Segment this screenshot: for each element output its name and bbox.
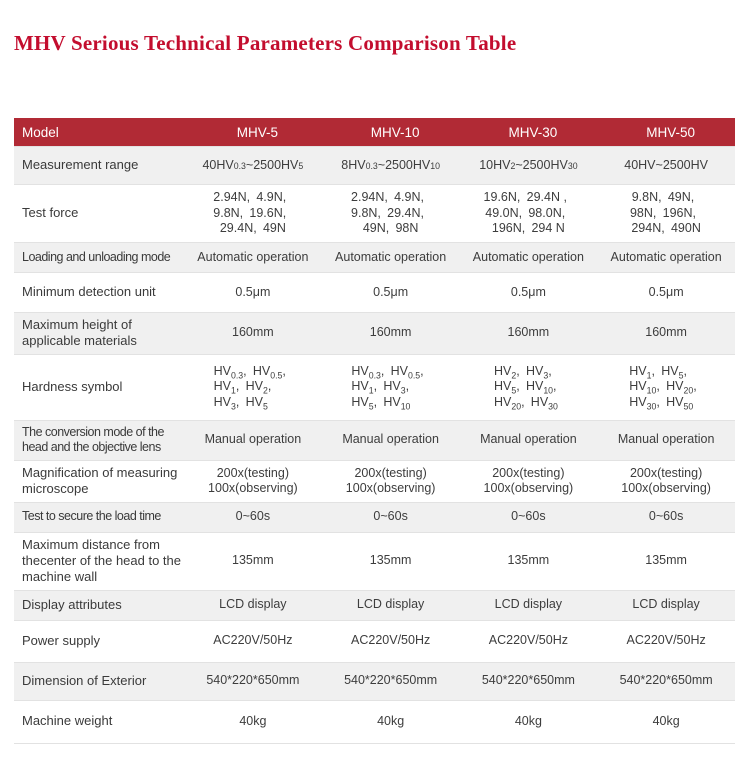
table-row: Dimension of Exterior 540*220*650mm 540*22… bbox=[14, 661, 735, 700]
row-label: Display attributes bbox=[14, 589, 184, 620]
cell-value: LCD display bbox=[321, 589, 460, 620]
cell-value: 8HV 0.3 ~2500HV 10 bbox=[321, 146, 460, 184]
row-label: Test to secure the load time bbox=[14, 501, 184, 532]
cell-value: AC220V/50Hz bbox=[597, 619, 735, 662]
row-label: Dimension of Exterior bbox=[14, 661, 184, 700]
cell-value: 135mm bbox=[597, 531, 735, 590]
header-mhv-30: MHV-30 bbox=[508, 124, 558, 140]
row-label: Maximum height of applicable materials bbox=[14, 312, 184, 354]
cell-value: Manual operation bbox=[459, 419, 598, 460]
cell-value: Automatic operation bbox=[459, 242, 598, 272]
cell-value: 160mm bbox=[597, 312, 735, 354]
cell-value: 540*220*650mm bbox=[184, 661, 322, 700]
table-row: Hardness symbol HV0.3, HV0.5, HV1, HV2, H… bbox=[14, 353, 735, 420]
table-row: Test to secure the load time 0~60s 0~60s 0~… bbox=[14, 501, 735, 532]
row-label: Loading and unloading mode bbox=[14, 242, 184, 272]
cell-value: 40kg bbox=[459, 699, 598, 744]
cell-value: 200x(testing) 100x(observing) bbox=[597, 459, 735, 502]
cell-value: Manual operation bbox=[597, 419, 735, 460]
cell-value: HV2, HV3, HV5, HV10, HV20, HV30 bbox=[459, 353, 598, 420]
cell-value: Manual operation bbox=[321, 419, 460, 460]
cell-value: HV0.3, HV0.5, HV1, HV2, HV3, HV5 bbox=[184, 353, 322, 420]
row-label: Hardness symbol bbox=[14, 353, 184, 420]
cell-value: HV0.3, HV0.5, HV1, HV3, HV5, HV10 bbox=[321, 353, 460, 420]
table-row: Magnification of measuring microscope 200… bbox=[14, 459, 735, 502]
cell-value: AC220V/50Hz bbox=[184, 619, 322, 662]
cell-value: 135mm bbox=[321, 531, 460, 590]
cell-value: 40kg bbox=[184, 699, 322, 744]
cell-value: AC220V/50Hz bbox=[459, 619, 598, 662]
cell-value: 40HV~2500HV bbox=[597, 146, 735, 184]
table-row: Maximum distance from thecenter of the h… bbox=[14, 531, 735, 590]
cell-value: Automatic operation bbox=[597, 242, 735, 272]
cell-value: 160mm bbox=[184, 312, 322, 354]
cell-value: 19.6N, 29.4N , 49.0N, 98.0N, 196N, 294 N bbox=[459, 184, 598, 242]
header-model: Model bbox=[22, 124, 59, 140]
cell-value: 200x(testing) 100x(observing) bbox=[321, 459, 460, 502]
cell-value: 160mm bbox=[321, 312, 460, 354]
table-row: Loading and unloading mode Automatic oper… bbox=[14, 242, 735, 272]
cell-value: HV1, HV5, HV10, HV20, HV30, HV50 bbox=[597, 353, 735, 420]
table-row: Display attributes LCD display LCD display… bbox=[14, 589, 735, 620]
cell-value: LCD display bbox=[459, 589, 598, 620]
cell-value: 135mm bbox=[459, 531, 598, 590]
cell-value: 200x(testing) 100x(observing) bbox=[459, 459, 598, 502]
cell-value: 9.8N, 49N, 98N, 196N, 294N, 490N bbox=[597, 184, 735, 242]
table-row: Test force 2.94N, 4.9N, 9.8N, 19.6N, 29.4… bbox=[14, 184, 735, 242]
cell-value: AC220V/50Hz bbox=[321, 619, 460, 662]
table-body: Measurement range 40HV 0.3 ~2500HV 5 8HV 0.3 ~2… bbox=[14, 146, 735, 744]
header-mhv-10: MHV-10 bbox=[370, 124, 420, 140]
cell-value: 40kg bbox=[597, 699, 735, 744]
header-mhv-50: MHV-50 bbox=[646, 124, 696, 140]
row-label: Power supply bbox=[14, 619, 184, 662]
parameters-table: Model MHV-5 MHV-10 MHV-30 MHV-50 Measure… bbox=[14, 118, 735, 744]
page-title: MHV Serious Technical Parameters Compari… bbox=[14, 31, 517, 55]
cell-value: 0~60s bbox=[597, 501, 735, 532]
cell-value: 40kg bbox=[321, 699, 460, 744]
cell-value: 135mm bbox=[184, 531, 322, 590]
table-header-row: Model MHV-5 MHV-10 MHV-30 MHV-50 bbox=[14, 118, 735, 146]
cell-value: 10HV 2 ~2500HV 30 bbox=[459, 146, 598, 184]
cell-value: 200x(testing) 100x(observing) bbox=[184, 459, 322, 502]
table-row: Power supply AC220V/50Hz AC220V/50Hz AC220V… bbox=[14, 619, 735, 662]
cell-value: 2.94N, 4.9N, 9.8N, 29.4N, 49N, 98N bbox=[321, 184, 460, 242]
cell-value: Manual operation bbox=[184, 419, 322, 460]
cell-value: 0.5μm bbox=[321, 272, 460, 312]
table-row: Minimum detection unit 0.5μm 0.5μm 0.5μm 0.5… bbox=[14, 272, 735, 312]
cell-value: 540*220*650mm bbox=[459, 661, 598, 700]
cell-value: 540*220*650mm bbox=[597, 661, 735, 700]
table-row: Measurement range 40HV 0.3 ~2500HV 5 8HV 0.3 ~2… bbox=[14, 146, 735, 184]
cell-value: 0~60s bbox=[459, 501, 598, 532]
table-row: The conversion mode of the head and the … bbox=[14, 419, 735, 460]
cell-value: 0~60s bbox=[321, 501, 460, 532]
cell-value: 160mm bbox=[459, 312, 598, 354]
table-row: Machine weight 40kg 40kg 40kg 40kg bbox=[14, 699, 735, 744]
cell-value: 2.94N, 4.9N, 9.8N, 19.6N, 29.4N, 49N bbox=[184, 184, 322, 242]
cell-value: LCD display bbox=[597, 589, 735, 620]
row-label: The conversion mode of the head and the … bbox=[14, 419, 184, 460]
cell-value: Automatic operation bbox=[184, 242, 322, 272]
cell-value: 0.5μm bbox=[459, 272, 598, 312]
row-label: Minimum detection unit bbox=[14, 272, 184, 312]
cell-value: 0.5μm bbox=[597, 272, 735, 312]
row-label: Maximum distance from thecenter of the h… bbox=[14, 531, 184, 590]
row-label: Test force bbox=[14, 184, 184, 242]
header-mhv-5: MHV-5 bbox=[236, 124, 278, 140]
cell-value: 0.5μm bbox=[184, 272, 322, 312]
cell-value: Automatic operation bbox=[321, 242, 460, 272]
cell-value: 40HV 0.3 ~2500HV 5 bbox=[184, 146, 322, 184]
table-row: Maximum height of applicable materials 16… bbox=[14, 312, 735, 354]
row-label: Machine weight bbox=[14, 699, 184, 744]
cell-value: LCD display bbox=[184, 589, 322, 620]
row-label: Measurement range bbox=[14, 146, 184, 184]
cell-value: 540*220*650mm bbox=[321, 661, 460, 700]
cell-value: 0~60s bbox=[184, 501, 322, 532]
row-label: Magnification of measuring microscope bbox=[14, 459, 184, 502]
